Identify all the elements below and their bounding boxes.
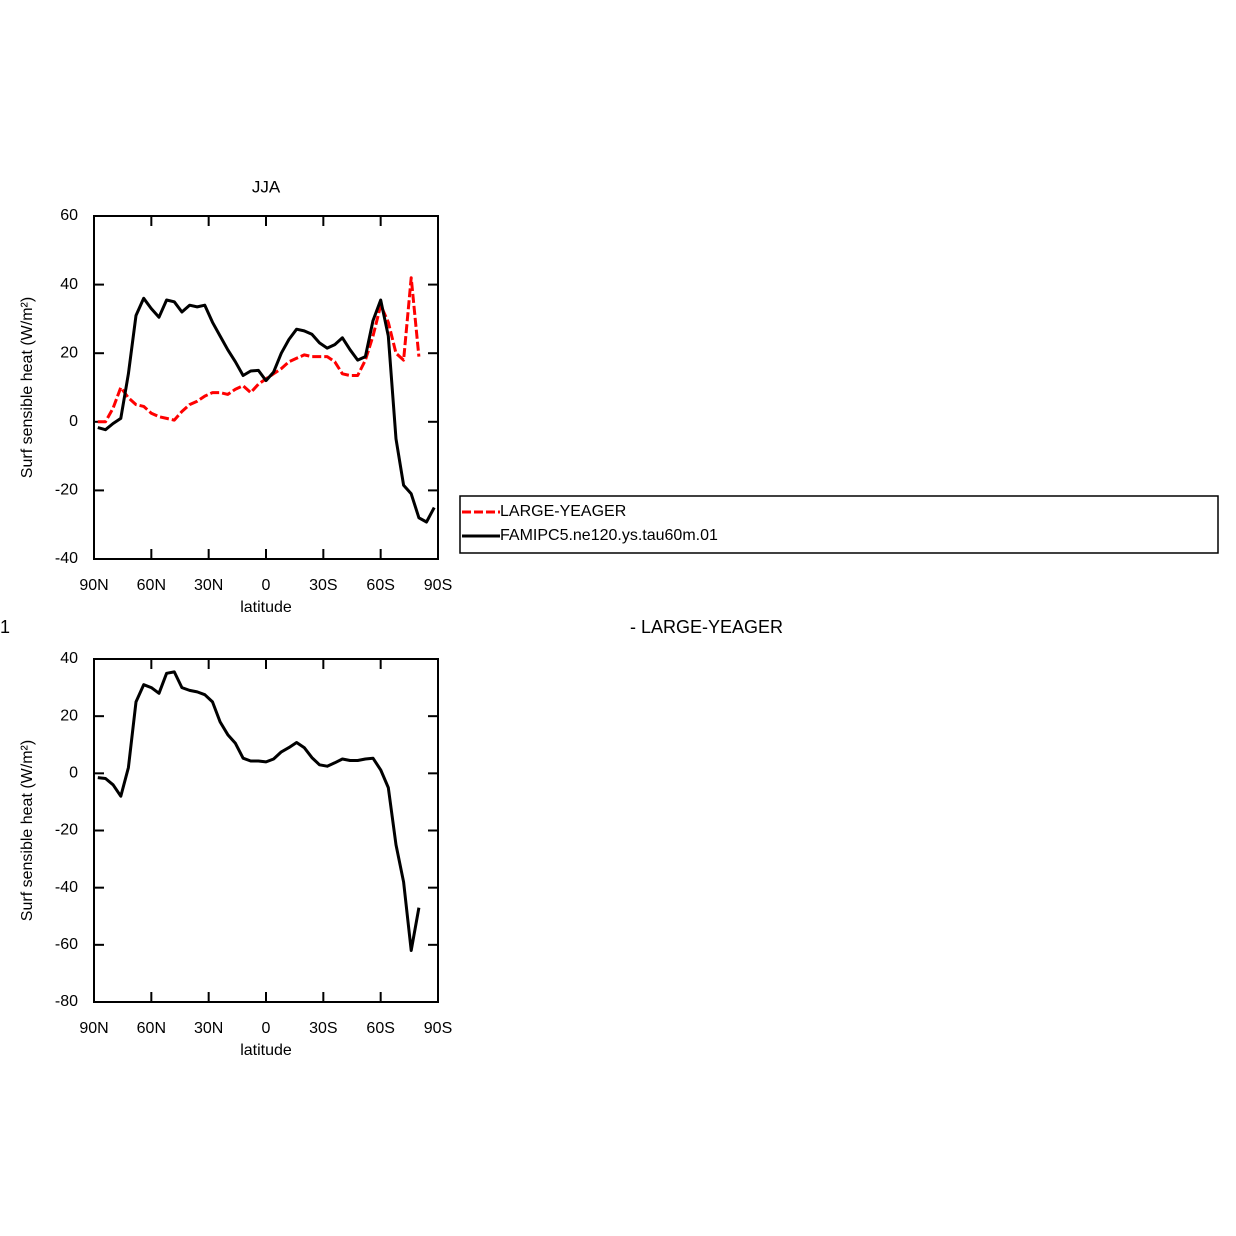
series-line [97, 276, 421, 424]
series-line [97, 670, 421, 952]
y-axis-label: Surf sensible heat (W/m²) [19, 740, 36, 921]
y-tick-label: -40 [55, 550, 78, 567]
x-tick-label: 30S [309, 1020, 337, 1037]
x-axis-label: latitude [240, 599, 292, 616]
y-tick-label: 40 [60, 276, 78, 293]
y-axis-label: Surf sensible heat (W/m²) [19, 297, 36, 478]
legend-box [459, 495, 1219, 554]
x-tick-label: 60N [137, 577, 166, 594]
plot-frame [93, 658, 439, 1003]
y-tick-label: -60 [55, 936, 78, 953]
y-tick-label: 20 [60, 344, 78, 361]
x-tick-label: 90S [424, 1020, 452, 1037]
y-tick-label: 40 [60, 650, 78, 667]
x-tick-label: 90N [79, 1020, 108, 1037]
x-tick-label: 30N [194, 1020, 223, 1037]
y-tick-label: 20 [60, 707, 78, 724]
x-tick-label: 30N [194, 577, 223, 594]
y-tick-label: -20 [55, 822, 78, 839]
legend-label: LARGE-YEAGER [500, 503, 626, 520]
x-tick-label: 60S [366, 1020, 394, 1037]
y-tick-label: 0 [69, 413, 78, 430]
x-tick-label: 0 [262, 577, 271, 594]
x-tick-label: 60N [137, 1020, 166, 1037]
plot-frame [93, 215, 439, 560]
x-tick-label: 0 [262, 1020, 271, 1037]
legend-label: FAMIPC5.ne120.ys.tau60m.01 [500, 527, 718, 544]
annotation: 01 [0, 617, 10, 637]
x-tick-label: 90S [424, 577, 452, 594]
chart-title: JJA [252, 177, 281, 196]
y-tick-label: -20 [55, 482, 78, 499]
y-tick-label: -40 [55, 879, 78, 896]
y-tick-label: -80 [55, 993, 78, 1010]
series-line [97, 296, 436, 524]
y-tick-label: 60 [60, 207, 78, 224]
y-tick-label: 0 [69, 765, 78, 782]
x-axis-label: latitude [240, 1042, 292, 1059]
x-tick-label: 60S [366, 577, 394, 594]
x-tick-label: 90N [79, 577, 108, 594]
x-tick-label: 30S [309, 577, 337, 594]
annotation: - LARGE-YEAGER [630, 617, 783, 637]
